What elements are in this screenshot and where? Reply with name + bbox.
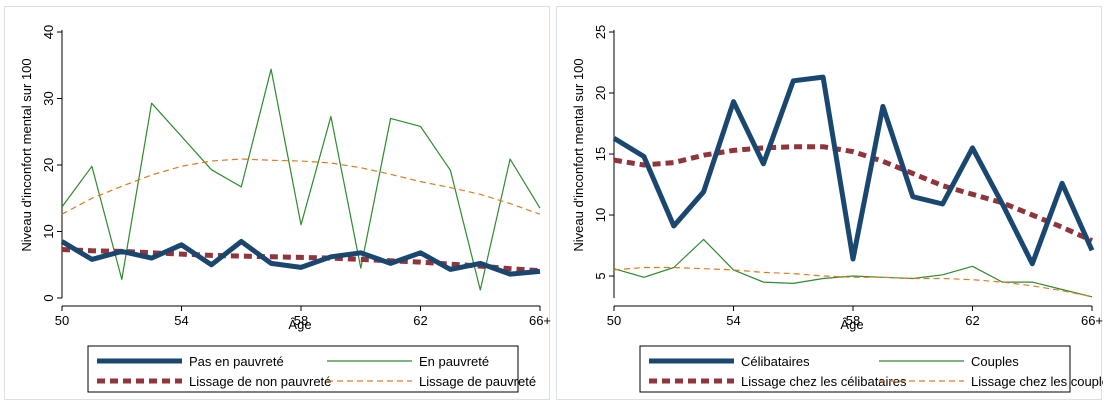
left-x-tick-label: 62 [413,313,427,328]
right-x-tick-label: 58 [846,313,860,328]
right-legend-label-3: Lissage chez les couples [971,374,1103,389]
right-legend-label-1: Couples [971,354,1019,369]
right-y-tick-label: 10 [593,208,608,222]
right-legend-box [639,345,1071,393]
right-series-line-1 [613,238,1093,298]
left-legend-box [87,345,519,393]
left-legend-label-1: En pauvreté [419,354,489,369]
left-x-tick-label: 66+ [529,313,551,328]
right-y-axis-title: Niveau d'inconfort mental sur 100 [571,58,586,251]
right-x-tick-label: 66+ [1081,313,1103,328]
left-legend-label-0: Pas en pauvreté [189,354,284,369]
right-y-tick-label: 25 [593,25,608,39]
right-y-tick-label: 15 [593,147,608,161]
left-y-axis-title: Niveau d'inconfort mental sur 100 [19,58,34,251]
left-x-tick-label: 54 [174,313,188,328]
left-y-tick-label: 20 [41,158,56,172]
left-x-tick-label: 58 [294,313,308,328]
left-chart: Niveau d'inconfort mental sur 100 Âge 0 1… [19,25,551,393]
left-legend-label-2: Lissage de non pauvreté [189,374,331,389]
left-y-tick-label: 40 [41,25,56,39]
left-chart-panel: Niveau d'inconfort mental sur 100 Âge 0 1… [4,6,551,400]
left-series-line-3 [61,158,541,215]
right-series-line-0 [612,74,1095,267]
right-y-tick-label: 20 [593,86,608,100]
left-x-axis-title: Âge [288,317,311,332]
right-x-tick-label: 62 [965,313,979,328]
right-legend-label-0: Célibataires [741,354,810,369]
right-chart: Niveau d'inconfort mental sur 100 Âge 5 1… [571,25,1103,393]
left-x-tick-label: 50 [55,313,69,328]
left-y-tick-label: 10 [41,224,56,238]
right-x-tick-label: 54 [726,313,740,328]
left-legend-label-3: Lissage de pauvreté [419,374,536,389]
left-series-line-0 [60,239,541,277]
right-series-line-2 [613,144,1094,243]
right-legend-label-2: Lissage chez les célibataires [741,374,907,389]
right-chart-panel: Niveau d'inconfort mental sur 100 Âge 5 1… [556,6,1103,400]
left-series-line-2 [61,247,541,274]
right-x-axis-title: Âge [840,317,863,332]
left-y-tick-label: 30 [41,91,56,105]
left-y-tick-label: 0 [41,294,56,301]
right-y-tick-label: 5 [593,272,608,279]
left-series-line-1 [61,68,541,291]
right-x-tick-label: 50 [607,313,621,328]
